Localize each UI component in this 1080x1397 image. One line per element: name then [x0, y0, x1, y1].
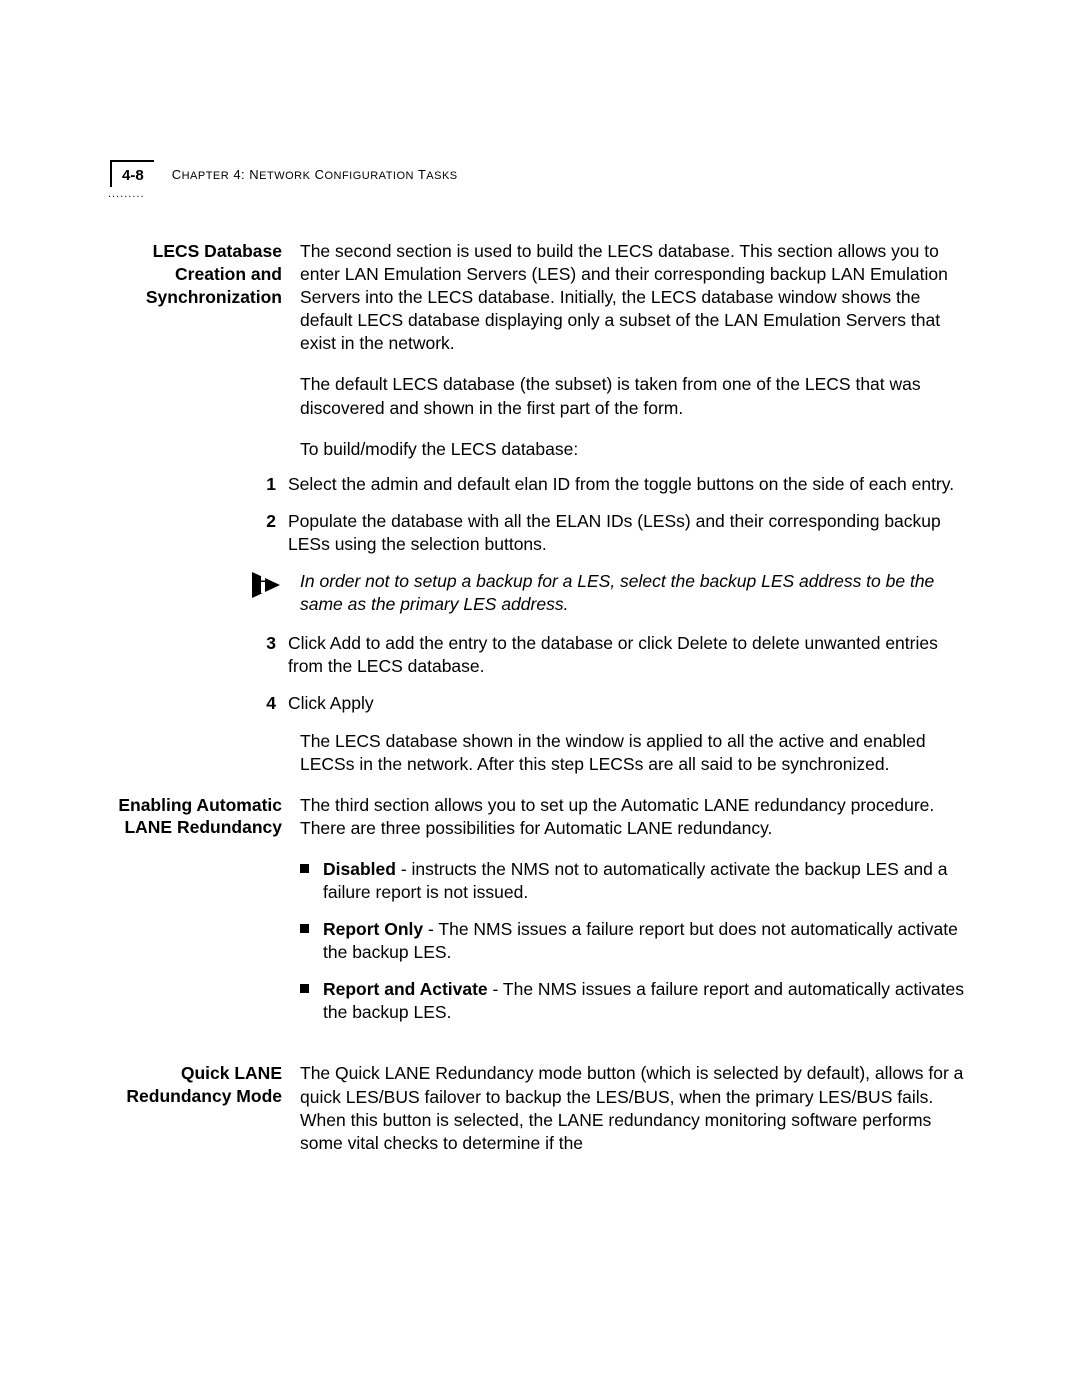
step-number: 3: [260, 632, 288, 655]
section-lane: Enabling Automatic LANE Redundancy The t…: [110, 794, 970, 1039]
info-note: In order not to setup a backup for a LES…: [250, 570, 970, 616]
quick-paragraph-1: The Quick LANE Redundancy mode button (w…: [300, 1062, 970, 1154]
list-item: 4 Click Apply: [300, 692, 970, 715]
bullet-icon: [300, 984, 309, 993]
lane-option-2: Report Only - The NMS issues a failure r…: [323, 918, 970, 964]
lane-paragraph-1: The third section allows you to set up t…: [300, 794, 970, 840]
lane-option-1: Disabled - instructs the NMS not to auto…: [323, 858, 970, 904]
lecs-steps: 1 Select the admin and default elan ID f…: [300, 473, 970, 556]
step-number: 4: [260, 692, 288, 715]
lecs-paragraph-4: The LECS database shown in the window is…: [300, 730, 970, 776]
list-item: 1 Select the admin and default elan ID f…: [300, 473, 970, 496]
lecs-paragraph-2: The default LECS database (the subset) i…: [300, 373, 970, 419]
bullet-icon: [300, 864, 309, 873]
section-heading-lecs: LECS Database Creation and Synchronizati…: [110, 240, 300, 308]
section-heading-lane: Enabling Automatic LANE Redundancy: [110, 794, 300, 840]
list-item: Disabled - instructs the NMS not to auto…: [300, 858, 970, 904]
chapter-label: CHAPTER 4: NETWORK CONFIGURATION TASKS: [172, 167, 458, 182]
bullet-icon: [300, 924, 309, 933]
header-dots: .........: [108, 188, 145, 200]
step-text: Click Apply: [288, 692, 970, 715]
lane-options: Disabled - instructs the NMS not to auto…: [300, 858, 970, 1025]
page-content: LECS Database Creation and Synchronizati…: [110, 240, 970, 1173]
section-lecs: LECS Database Creation and Synchronizati…: [110, 240, 970, 794]
step-text: Select the admin and default elan ID fro…: [288, 473, 970, 496]
list-item: 3 Click Add to add the entry to the data…: [300, 632, 970, 678]
section-heading-quick: Quick LANE Redundancy Mode: [110, 1062, 300, 1108]
list-item: 2 Populate the database with all the ELA…: [300, 510, 970, 556]
step-text: Populate the database with all the ELAN …: [288, 510, 970, 556]
lecs-paragraph-1: The second section is used to build the …: [300, 240, 970, 355]
lecs-steps-cont: 3 Click Add to add the entry to the data…: [300, 632, 970, 715]
info-text: In order not to setup a backup for a LES…: [300, 570, 970, 616]
list-item: Report Only - The NMS issues a failure r…: [300, 918, 970, 964]
lane-option-3: Report and Activate - The NMS issues a f…: [323, 978, 970, 1024]
step-number: 2: [260, 510, 288, 533]
section-quick: Quick LANE Redundancy Mode The Quick LAN…: [110, 1062, 970, 1172]
list-item: Report and Activate - The NMS issues a f…: [300, 978, 970, 1024]
step-number: 1: [260, 473, 288, 496]
lecs-paragraph-3: To build/modify the LECS database:: [300, 438, 970, 461]
step-text: Click Add to add the entry to the databa…: [288, 632, 970, 678]
info-icon: [250, 570, 284, 606]
page-number: 4-8: [110, 160, 154, 187]
page-header: 4-8 CHAPTER 4: NETWORK CONFIGURATION TAS…: [110, 160, 458, 187]
